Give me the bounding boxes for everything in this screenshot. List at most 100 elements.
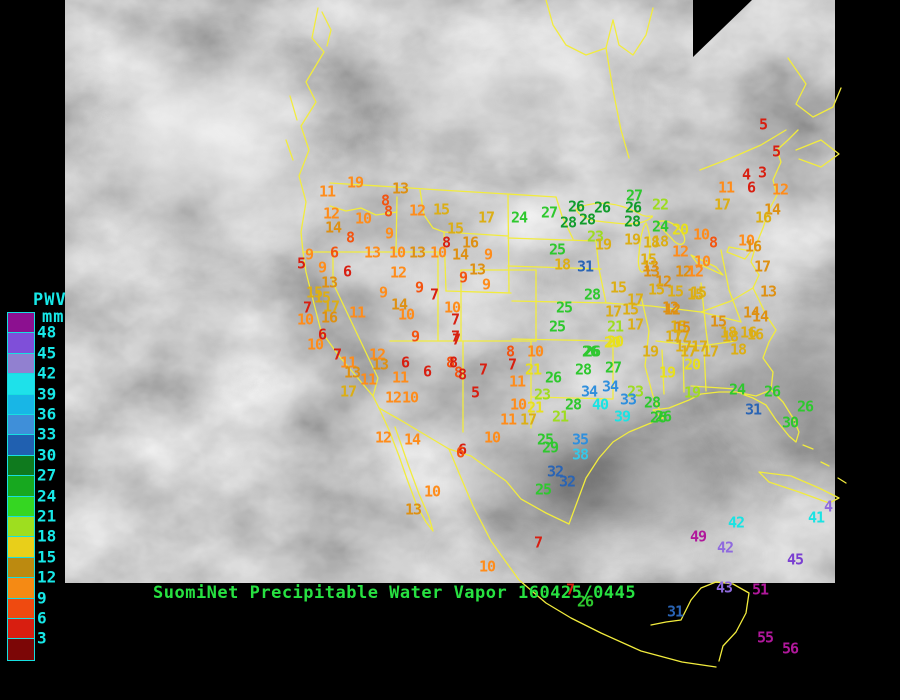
- station-value: 12: [654, 272, 672, 291]
- station-value: 19: [683, 383, 701, 402]
- legend-color-block: [7, 393, 35, 417]
- station-value: 28: [583, 285, 601, 304]
- station-value: 11: [348, 303, 366, 322]
- legend-value-label: 30: [37, 445, 57, 465]
- legend-color-block: [7, 413, 35, 437]
- cloud-bright-canada: [365, 20, 645, 180]
- cloud-bright-gulf: [595, 420, 725, 530]
- station-value: 15: [709, 312, 727, 331]
- station-value: 6: [746, 178, 756, 197]
- station-value: 12: [661, 298, 679, 317]
- station-value: 6: [457, 440, 467, 459]
- station-value: 30: [781, 413, 799, 432]
- legend-value-label: 9: [37, 588, 47, 608]
- station-value: 18: [729, 340, 747, 359]
- legend-value-label: 48: [37, 322, 57, 342]
- station-value: 26: [576, 592, 594, 611]
- station-value: 13: [408, 243, 426, 262]
- station-value: 25: [548, 317, 566, 336]
- station-value: 8: [380, 191, 390, 210]
- station-value: 18: [642, 233, 660, 252]
- station-value: 16: [744, 237, 762, 256]
- station-value: 31: [744, 400, 762, 419]
- station-value: 15: [313, 288, 331, 307]
- legend-color-block: [7, 332, 35, 355]
- station-value: 14: [742, 303, 760, 322]
- station-value: 35: [571, 430, 589, 449]
- station-value: 32: [546, 462, 564, 481]
- station-value: 18: [651, 232, 669, 251]
- station-value: 15: [446, 219, 464, 238]
- station-value: 26: [544, 368, 562, 387]
- legend-color-block: [7, 495, 35, 519]
- legend-color-block: [7, 638, 35, 661]
- station-value: 12: [771, 180, 789, 199]
- station-value: 56: [781, 639, 799, 658]
- station-value: 24: [728, 380, 746, 399]
- station-value: 13: [391, 179, 409, 198]
- station-value: 10: [429, 243, 447, 262]
- station-value: 8: [505, 342, 515, 361]
- station-value: 10: [306, 335, 324, 354]
- station-value: 11: [359, 370, 377, 389]
- station-value: 16: [320, 308, 338, 327]
- station-value: 17: [626, 315, 644, 334]
- station-value: 7: [565, 580, 575, 599]
- legend-value-label: 24: [37, 486, 57, 506]
- station-value: 13: [759, 282, 777, 301]
- station-value: 15: [305, 283, 323, 302]
- station-value: 10: [478, 557, 496, 576]
- station-value: 6: [329, 243, 339, 262]
- legend-color-block: [7, 597, 35, 621]
- station-value: 17: [679, 342, 697, 361]
- station-value: 19: [658, 363, 676, 382]
- station-value: 7: [533, 533, 543, 552]
- station-value: 20: [606, 332, 624, 351]
- station-value: 11: [499, 410, 517, 429]
- station-value: 13: [320, 273, 338, 292]
- station-value: 6: [422, 362, 432, 381]
- station-value: 15: [432, 200, 450, 219]
- station-value: 17: [339, 382, 357, 401]
- station-value: 42: [727, 513, 745, 532]
- station-value: 26: [624, 198, 642, 217]
- station-value: 28: [574, 360, 592, 379]
- station-value: 9: [410, 327, 420, 346]
- legend-value-label: 3: [37, 628, 47, 648]
- station-value: 13: [641, 257, 659, 276]
- legend-color-block: [7, 373, 35, 396]
- legend-color-block: [7, 311, 35, 335]
- station-value: 4: [741, 165, 751, 184]
- station-value: 13: [468, 260, 486, 279]
- station-value: 9: [378, 283, 388, 302]
- station-value: 5: [470, 383, 480, 402]
- legend-value-label: 18: [37, 526, 57, 546]
- station-value: 12: [686, 262, 704, 281]
- station-value: 16: [754, 208, 772, 227]
- station-value: 10: [397, 305, 415, 324]
- station-value: 7: [429, 285, 439, 304]
- station-value: 12: [322, 204, 340, 223]
- station-value: 18: [721, 327, 739, 346]
- station-value: 10: [388, 243, 406, 262]
- station-value: 17: [664, 327, 682, 346]
- station-value: 12: [674, 262, 692, 281]
- station-value: 17: [753, 257, 771, 276]
- legend-color-block: [7, 536, 35, 559]
- legend-color-block: [7, 556, 35, 580]
- station-value: 14: [403, 430, 421, 449]
- station-value: 22: [651, 195, 669, 214]
- station-value: 17: [674, 337, 692, 356]
- station-value: 41: [807, 508, 825, 527]
- station-value: 28: [559, 213, 577, 232]
- station-value: 19: [641, 342, 659, 361]
- station-value: 17: [477, 208, 495, 227]
- station-value: 7: [507, 355, 517, 374]
- station-value: 8: [448, 353, 458, 372]
- legend-value-label: 33: [37, 424, 57, 444]
- legend-value-label: 12: [37, 567, 57, 587]
- cloud-bright-mexico: [425, 520, 765, 583]
- station-value: 8: [445, 353, 455, 372]
